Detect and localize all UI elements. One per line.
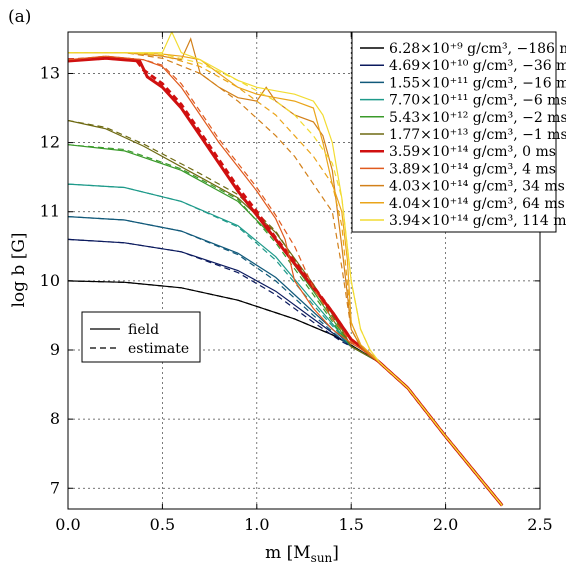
style-legend: field estimate <box>81 311 201 363</box>
x-tick-label: 1.0 <box>244 515 269 534</box>
series-legend-box <box>351 31 557 233</box>
y-tick-label: 9 <box>50 340 60 359</box>
y-tick-label: 8 <box>50 409 60 428</box>
series-legend-label: 3.94×10⁺¹⁴ g/cm³, 114 ms <box>389 213 566 229</box>
series-legend-label: 1.77×10⁺¹³ g/cm³, −1 ms <box>389 127 566 143</box>
series-legend-label: 3.59×10⁺¹⁴ g/cm³, 0 ms <box>389 144 556 160</box>
series-legend: 6.28×10⁺⁹ g/cm³, −186 ms4.69×10⁺¹⁰ g/cm³… <box>351 31 566 233</box>
series-estimate-line <box>68 144 503 506</box>
y-tick-label: 10 <box>40 271 60 290</box>
series-estimate-line <box>68 55 503 506</box>
grid <box>68 32 540 509</box>
x-tick-label: 0.5 <box>150 515 175 534</box>
series-layer <box>68 32 504 507</box>
series-legend-label: 5.43×10⁺¹² g/cm³, −2 ms <box>389 110 566 126</box>
series-estimate-line <box>68 238 503 506</box>
x-axis-label-close: ] <box>332 543 339 563</box>
style-legend-label: estimate <box>128 341 189 357</box>
x-tick-label: 1.5 <box>338 515 363 534</box>
x-tick-label: 2.0 <box>433 515 458 534</box>
y-tick-label: 7 <box>50 478 60 497</box>
y-ticks: 7 8 9 10 11 12 13 <box>40 63 540 497</box>
x-tick-label: 2.5 <box>527 515 552 534</box>
series-legend-label: 6.28×10⁺⁹ g/cm³, −186 ms <box>389 41 566 57</box>
style-legend-box <box>81 311 201 363</box>
y-axis-label: log b [G] <box>9 232 29 307</box>
panel-label: (a) <box>8 7 31 27</box>
series-estimate-line <box>68 119 503 506</box>
series-field-line <box>68 32 503 506</box>
y-tick-label: 12 <box>40 133 60 152</box>
series-legend-label: 3.89×10⁺¹⁴ g/cm³, 4 ms <box>389 161 556 177</box>
series-estimate-line <box>68 52 503 506</box>
style-legend-label: field <box>128 322 159 338</box>
y-tick-label: 13 <box>40 63 60 82</box>
x-axis-label-main: m [M <box>265 543 311 563</box>
x-axis-label: m [Msun] <box>265 543 339 565</box>
series-field-line <box>68 238 503 506</box>
x-tick-label: 0.0 <box>55 515 80 534</box>
series-legend-label: 7.70×10⁺¹¹ g/cm³, −6 ms <box>389 93 566 109</box>
x-axis-label-subscript: sun <box>311 551 333 565</box>
series-legend-label: 1.55×10⁺¹¹ g/cm³, −16 ms <box>389 75 566 91</box>
series-legend-label: 4.69×10⁺¹⁰ g/cm³, −36 ms <box>389 58 566 74</box>
x-ticks: 0.0 0.5 1.0 1.5 2.0 2.5 <box>55 32 553 534</box>
plot-frame <box>67 31 541 510</box>
series-legend-label: 4.04×10⁺¹⁴ g/cm³, 64 ms <box>389 196 565 212</box>
y-tick-label: 11 <box>40 202 60 221</box>
series-legend-label: 4.03×10⁺¹⁴ g/cm³, 34 ms <box>389 179 565 195</box>
